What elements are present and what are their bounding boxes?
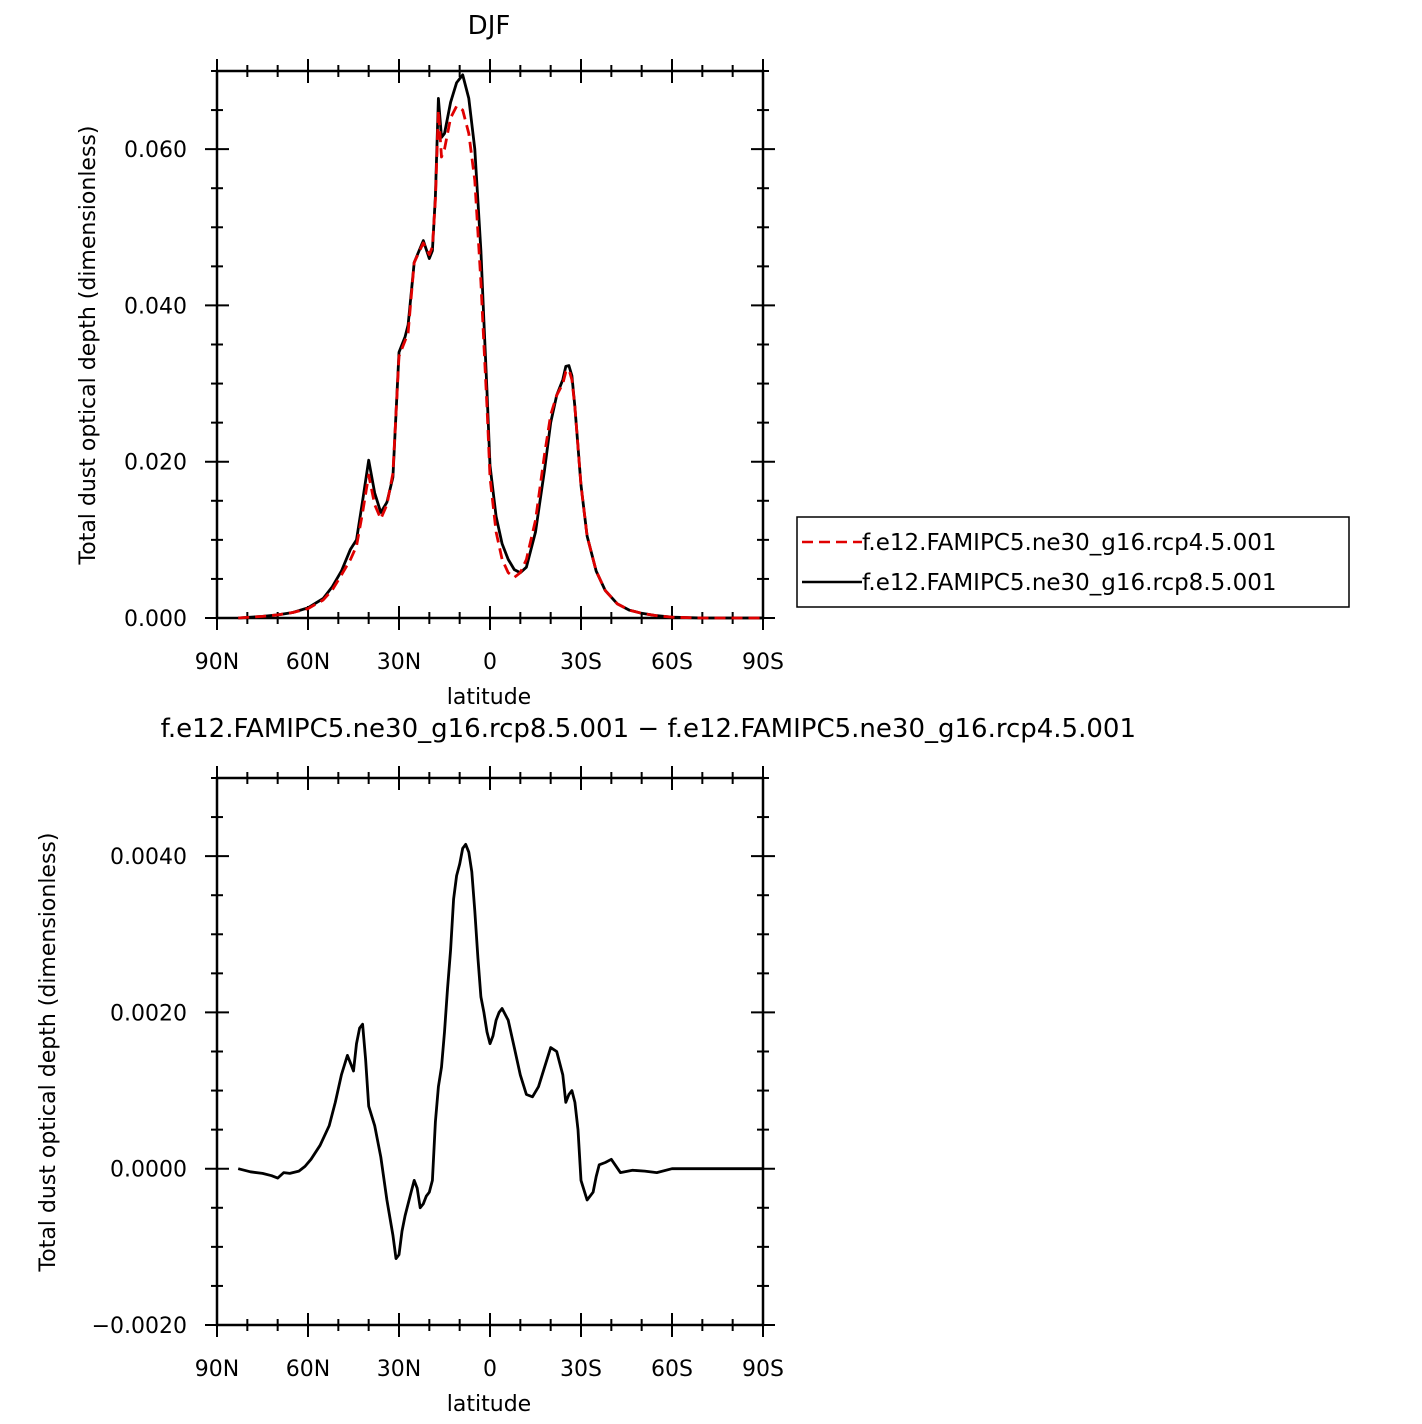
x-tick-label: 90N <box>195 1357 239 1382</box>
y-tick-label: 0.0000 <box>110 1158 187 1183</box>
top-axis-ticks <box>205 59 775 630</box>
x-tick-label: 30N <box>377 1357 421 1382</box>
top-y-axis-title: Total dust optical depth (dimensionless) <box>76 126 101 566</box>
top-plot-frame <box>215 69 765 620</box>
x-tick-label: 90S <box>742 1357 784 1382</box>
legend-label-rcp45: f.e12.FAMIPC5.ne30_g16.rcp4.5.001 <box>862 530 1276 556</box>
x-tick-label: 30S <box>560 650 602 675</box>
bottom-x-tick-labels: 90N 60N 30N 0 30S 60S 90S <box>195 1357 784 1382</box>
x-tick-label: 30N <box>377 650 421 675</box>
top-y-tick-labels: 0.000 0.020 0.040 0.060 <box>124 138 187 632</box>
x-tick-label: 60S <box>651 1357 693 1382</box>
y-tick-label: 0.020 <box>124 451 187 476</box>
x-tick-label: 0 <box>483 650 497 675</box>
x-tick-label: 0 <box>483 1357 497 1382</box>
bottom-chart-title: f.e12.FAMIPC5.ne30_g16.rcp8.5.001 − f.e1… <box>161 714 1136 744</box>
legend-label-rcp85: f.e12.FAMIPC5.ne30_g16.rcp8.5.001 <box>862 570 1276 596</box>
y-tick-label: 0.000 <box>124 607 187 632</box>
top-chart-title: DJF <box>468 11 511 41</box>
y-tick-label: 0.0040 <box>110 845 187 870</box>
y-tick-label: 0.040 <box>124 294 187 319</box>
x-tick-label: 60N <box>286 1357 330 1382</box>
legend: f.e12.FAMIPC5.ne30_g16.rcp4.5.001 f.e12.… <box>796 516 1350 608</box>
series-line-0 <box>237 843 763 1260</box>
x-tick-label: 90N <box>195 650 239 675</box>
y-tick-label: 0.0020 <box>110 1001 187 1026</box>
top-series-lines <box>238 73 763 620</box>
x-tick-label: 60S <box>651 650 693 675</box>
x-tick-label: 90S <box>742 650 784 675</box>
bottom-y-tick-labels: −0.0020 0.0000 0.0020 0.0040 <box>92 845 187 1339</box>
bottom-plot-frame <box>215 776 765 1327</box>
top-panel: DJF 90N 60N 30N 0 30S 60S 90S 0.0000.0200.0400… <box>76 11 1350 710</box>
top-x-tick-labels: 90N 60N 30N 0 30S 60S 90S <box>195 650 784 675</box>
bottom-axis-ticks <box>205 766 775 1337</box>
y-tick-label: 0.060 <box>124 138 187 163</box>
bottom-x-axis-title: latitude <box>447 1392 531 1417</box>
series-line-1 <box>238 73 763 620</box>
x-tick-label: 30S <box>560 1357 602 1382</box>
x-tick-label: 60N <box>286 650 330 675</box>
bottom-series-lines <box>237 843 763 1260</box>
bottom-panel: f.e12.FAMIPC5.ne30_g16.rcp8.5.001 − f.e1… <box>36 714 1136 1417</box>
legend-box <box>796 516 1350 608</box>
y-tick-label: −0.0020 <box>92 1314 187 1339</box>
top-x-axis-title: latitude <box>447 685 531 710</box>
bottom-y-axis-title: Total dust optical depth (dimensionless) <box>36 833 61 1273</box>
series-line-0 <box>238 104 763 620</box>
